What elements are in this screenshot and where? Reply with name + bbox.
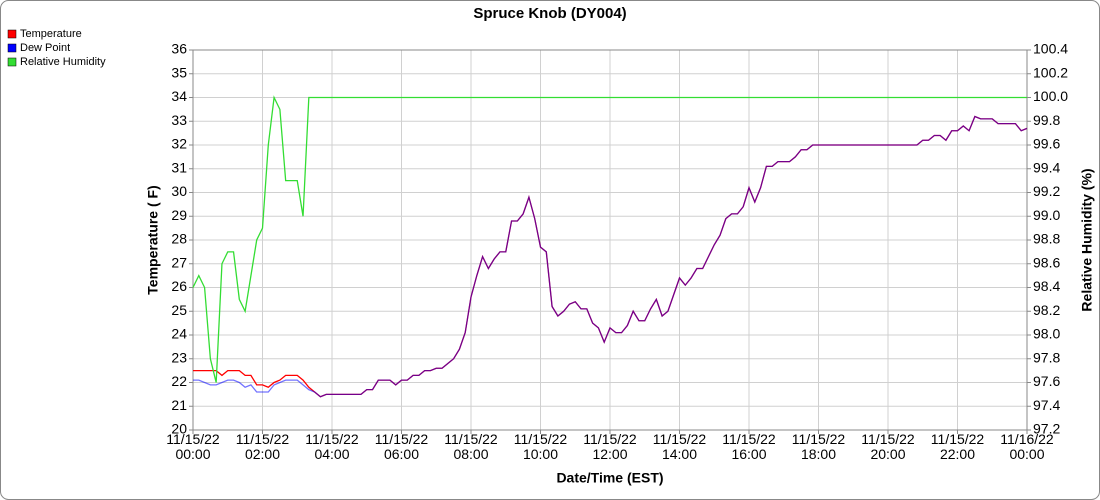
y2-tick-label: 99.8 (1033, 112, 1060, 128)
y-tick-label: 28 (171, 231, 187, 247)
y-tick-label: 36 (171, 41, 187, 57)
y-tick-label: 27 (171, 254, 187, 270)
y-tick-label: 21 (171, 397, 187, 413)
y2-tick-label: 100.4 (1033, 41, 1068, 57)
y-tick-label: 31 (171, 159, 187, 175)
plot-border (192, 49, 1028, 431)
y2-tick-label: 99.0 (1033, 207, 1060, 223)
series-line (193, 115, 1028, 398)
chart-title: Spruce Knob (DY004) (473, 5, 626, 22)
legend-label: Temperature (20, 28, 82, 40)
x-tick-label: 11/15/22 16:00 (722, 431, 776, 462)
y2-tick-label: 97.2 (1033, 421, 1060, 437)
x-tick-label: 11/15/22 18:00 (791, 431, 846, 462)
y2-tick-label: 97.4 (1033, 397, 1060, 413)
series-line (192, 95, 1027, 383)
y-tick-label: 32 (171, 136, 187, 152)
legend-label: Dew Point (20, 42, 70, 54)
y-tick-label: 25 (171, 302, 187, 318)
y2-tick-label: 99.6 (1033, 136, 1060, 152)
x-axis-title: Date/Time (EST) (556, 470, 663, 486)
y-tick-label: 33 (171, 112, 187, 128)
x-tick-label: 11/15/22 14:00 (652, 431, 707, 462)
y-tick-label: 34 (171, 88, 187, 104)
y2-tick-label: 97.6 (1033, 373, 1060, 389)
x-tick-label: 11/15/22 06:00 (374, 431, 429, 462)
y2-tick-label: 99.4 (1033, 159, 1060, 175)
legend-swatch (7, 29, 17, 39)
y-tick-label: 22 (171, 373, 187, 389)
y2-tick-label: 99.2 (1033, 183, 1060, 199)
y-axis-title: Temperature ( F) (145, 185, 161, 294)
y2-tick-label: 98.6 (1033, 254, 1060, 270)
y2-axis-title: Relative Humidity (%) (1079, 168, 1095, 311)
y2-tick-label: 98.0 (1033, 326, 1060, 342)
x-tick-label: 11/16/22 00:00 (1000, 431, 1054, 462)
x-tick-label: 11/15/22 04:00 (305, 431, 359, 462)
y-tick-label: 29 (171, 207, 187, 223)
x-tick-label: 11/15/22 00:00 (166, 431, 220, 462)
legend-swatch (7, 57, 17, 67)
y2-tick-label: 98.4 (1033, 278, 1060, 294)
y-tick-label: 24 (171, 326, 187, 342)
x-tick-label: 11/15/22 12:00 (583, 431, 637, 462)
y2-tick-label: 100.2 (1033, 64, 1068, 80)
y2-tick-label: 98.8 (1033, 231, 1060, 247)
x-tick-label: 11/15/22 22:00 (930, 431, 985, 462)
y-tick-label: 30 (171, 183, 187, 199)
x-tick-label: 11/15/22 20:00 (861, 431, 915, 462)
y2-tick-label: 97.8 (1033, 349, 1060, 365)
y2-tick-label: 98.2 (1033, 302, 1060, 318)
legend-label: Relative Humidity (20, 56, 106, 68)
y-tick-label: 35 (171, 64, 187, 80)
y-tick-label: 23 (171, 349, 187, 365)
x-tick-label: 11/15/22 08:00 (444, 431, 498, 462)
y-tick-label: 20 (171, 421, 187, 437)
x-tick-label: 11/15/22 10:00 (513, 431, 568, 462)
y2-tick-label: 100.0 (1033, 88, 1068, 104)
legend-swatch (7, 43, 17, 53)
y-tick-label: 26 (171, 278, 187, 294)
x-tick-label: 11/15/22 02:00 (235, 431, 290, 462)
